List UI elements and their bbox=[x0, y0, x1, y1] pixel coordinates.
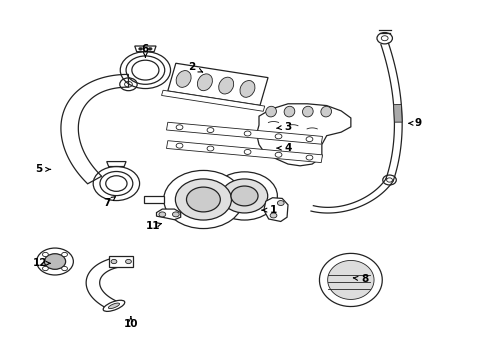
Ellipse shape bbox=[302, 106, 312, 117]
Polygon shape bbox=[144, 196, 163, 203]
Circle shape bbox=[138, 48, 142, 50]
Circle shape bbox=[176, 125, 183, 130]
Circle shape bbox=[111, 260, 117, 264]
Text: 5: 5 bbox=[35, 165, 42, 174]
Polygon shape bbox=[161, 90, 264, 111]
Text: 11: 11 bbox=[145, 221, 160, 231]
Circle shape bbox=[269, 213, 276, 218]
Polygon shape bbox=[156, 209, 180, 220]
Circle shape bbox=[305, 155, 312, 160]
Text: 6: 6 bbox=[142, 44, 149, 54]
Polygon shape bbox=[61, 75, 128, 184]
Circle shape bbox=[176, 143, 183, 148]
Ellipse shape bbox=[284, 106, 294, 117]
Circle shape bbox=[186, 187, 220, 212]
Polygon shape bbox=[167, 63, 267, 105]
Circle shape bbox=[244, 149, 250, 154]
Polygon shape bbox=[319, 253, 382, 306]
Polygon shape bbox=[166, 141, 322, 163]
Circle shape bbox=[125, 260, 131, 264]
Circle shape bbox=[44, 254, 65, 269]
Polygon shape bbox=[327, 261, 373, 300]
Text: 3: 3 bbox=[284, 122, 291, 132]
Circle shape bbox=[230, 186, 258, 206]
Ellipse shape bbox=[265, 106, 276, 117]
Circle shape bbox=[172, 212, 179, 217]
Polygon shape bbox=[264, 198, 287, 221]
Ellipse shape bbox=[108, 303, 119, 309]
Circle shape bbox=[211, 172, 277, 220]
Text: 9: 9 bbox=[414, 118, 421, 128]
Circle shape bbox=[305, 137, 312, 141]
Circle shape bbox=[221, 179, 267, 213]
Circle shape bbox=[42, 266, 48, 271]
Circle shape bbox=[277, 201, 284, 206]
Circle shape bbox=[175, 179, 231, 220]
Circle shape bbox=[61, 266, 67, 271]
Text: 7: 7 bbox=[103, 198, 110, 208]
Text: 1: 1 bbox=[269, 205, 277, 215]
Ellipse shape bbox=[197, 74, 212, 91]
Polygon shape bbox=[166, 122, 322, 144]
Circle shape bbox=[244, 131, 250, 136]
Circle shape bbox=[159, 212, 165, 217]
Circle shape bbox=[206, 127, 213, 132]
Polygon shape bbox=[256, 104, 350, 166]
Circle shape bbox=[42, 252, 48, 257]
Text: 8: 8 bbox=[361, 274, 368, 284]
Ellipse shape bbox=[320, 106, 331, 117]
Ellipse shape bbox=[103, 300, 124, 311]
Polygon shape bbox=[86, 257, 122, 310]
Polygon shape bbox=[109, 256, 133, 267]
Circle shape bbox=[148, 48, 152, 50]
Circle shape bbox=[275, 134, 282, 139]
Circle shape bbox=[206, 146, 213, 151]
Text: 4: 4 bbox=[284, 143, 291, 153]
Polygon shape bbox=[393, 104, 401, 122]
Polygon shape bbox=[224, 190, 227, 206]
Circle shape bbox=[37, 248, 73, 275]
Text: 2: 2 bbox=[187, 62, 195, 72]
Text: 12: 12 bbox=[33, 258, 48, 268]
Circle shape bbox=[61, 252, 67, 257]
Circle shape bbox=[163, 170, 243, 229]
Ellipse shape bbox=[218, 77, 233, 94]
Circle shape bbox=[275, 152, 282, 157]
Text: 10: 10 bbox=[123, 319, 138, 329]
Ellipse shape bbox=[240, 81, 254, 97]
Ellipse shape bbox=[176, 71, 191, 87]
